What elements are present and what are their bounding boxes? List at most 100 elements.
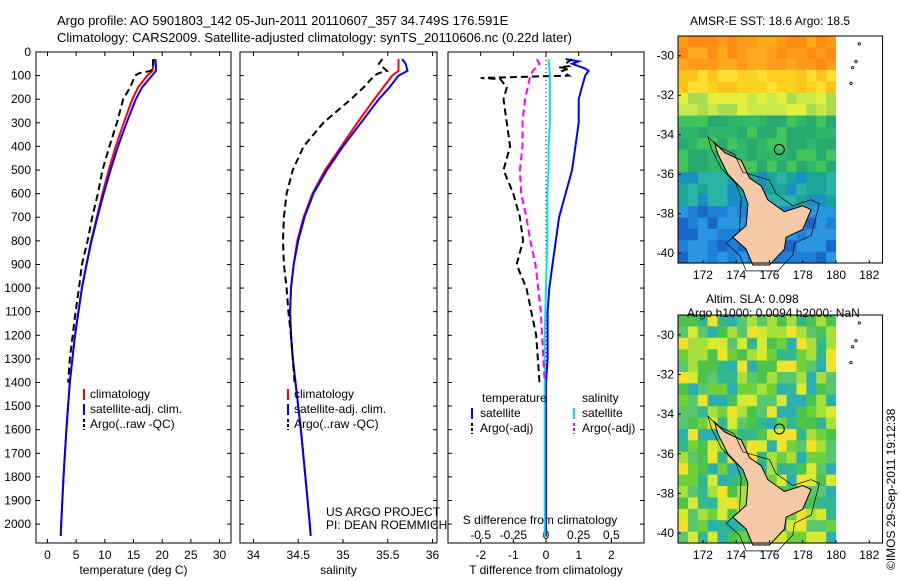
map1-cell	[757, 81, 768, 94]
map2-cell	[687, 429, 699, 441]
map1-cell	[697, 138, 709, 150]
map-lat-tick-label: -30	[657, 328, 675, 342]
map1-cell	[796, 172, 807, 185]
map2-cell	[816, 383, 827, 396]
map2-cell	[826, 429, 837, 441]
map1-cell	[717, 92, 728, 105]
map1-cell	[727, 58, 738, 71]
map2-cell	[826, 474, 837, 487]
map1-cell	[747, 36, 758, 48]
map1-cell	[826, 47, 837, 60]
map2-cell	[806, 406, 817, 419]
map1-cell	[697, 228, 709, 241]
map1-cell	[796, 47, 807, 60]
map1-cell	[766, 138, 778, 150]
map2-cell	[697, 315, 709, 327]
series-line-climatology	[59, 58, 156, 536]
map1-cell	[697, 36, 709, 48]
map2-cell	[717, 463, 728, 476]
x-tick-label: -1	[508, 548, 519, 562]
map1-cell	[717, 172, 728, 185]
map2-cell	[776, 383, 788, 396]
map2-cell	[697, 394, 709, 407]
map-lat-tick-label: -36	[657, 167, 675, 181]
map1-cell	[687, 138, 699, 150]
map2-cell	[687, 326, 699, 339]
map1-cell	[766, 104, 778, 116]
map1-cell	[816, 126, 827, 139]
map2-cell	[757, 440, 768, 453]
map2-cell	[697, 417, 709, 430]
map2-cell	[687, 417, 699, 430]
map2-cell	[727, 474, 738, 487]
map2-cell	[707, 440, 719, 453]
map1-cell	[737, 47, 748, 60]
map1-cell	[816, 58, 827, 71]
map1-cell	[796, 194, 807, 207]
map1-cell	[707, 58, 719, 71]
map2-cell	[687, 406, 699, 419]
map1-cell	[826, 36, 837, 48]
depth-tick-label: 1200	[4, 328, 31, 342]
map1-cell	[766, 194, 778, 207]
map2-cell	[806, 451, 817, 464]
legend-label-sat_s: satellite	[582, 406, 623, 420]
x-axis-label: temperature (deg C)	[79, 563, 187, 577]
depth-tick-label: 800	[11, 234, 31, 248]
map1-cell	[806, 240, 817, 253]
x-top-tick-label: -0.5	[470, 528, 491, 542]
map-lon-tick-label: 172	[693, 548, 713, 562]
map2-cell	[727, 463, 738, 476]
depth-tick-label: 1300	[4, 352, 31, 366]
map-lon-tick-label: 182	[859, 548, 879, 562]
map2-cell	[826, 315, 837, 327]
legend-label-climatology: climatology	[90, 387, 150, 401]
map1-cell	[717, 183, 728, 196]
map1-cell	[806, 58, 817, 71]
map2-cell	[678, 531, 689, 544]
map1-cell	[816, 206, 827, 219]
map2-cell	[796, 508, 807, 521]
map1-cell	[707, 36, 719, 48]
map1-cell	[678, 92, 689, 105]
map1-island	[854, 60, 858, 64]
series-line-sat_s	[543, 59, 551, 536]
map1-cell	[747, 47, 758, 60]
map2-cell	[678, 486, 689, 498]
map2-cell	[717, 349, 728, 362]
map1-cell	[796, 149, 807, 162]
x-tick-label: 20	[155, 548, 169, 562]
map1-cell	[757, 149, 768, 162]
map1-cell	[678, 194, 689, 207]
map1-frame	[677, 35, 884, 264]
map2-cell	[707, 383, 719, 396]
map2-cell	[757, 383, 768, 396]
map2-cell	[737, 360, 748, 373]
map-lat-tick-label: -30	[657, 49, 675, 63]
map1-cell	[806, 149, 817, 162]
map2-cell	[786, 383, 798, 396]
map2-cell	[717, 383, 728, 396]
map2-cell	[717, 360, 728, 373]
depth-tick-label: 300	[11, 116, 31, 130]
map1-cell	[796, 138, 807, 150]
map1-cell	[826, 240, 837, 253]
map2-cell	[816, 406, 827, 419]
map1-cell	[806, 115, 817, 128]
map1-cell	[757, 160, 768, 173]
map1-cell	[687, 36, 699, 48]
map2-cell	[678, 520, 689, 533]
map1-cell	[687, 92, 699, 105]
map-lat-tick-label: -32	[657, 88, 675, 102]
map1-cell	[747, 149, 758, 162]
map1-cell	[697, 240, 709, 253]
map2-cell	[757, 337, 768, 350]
depth-tick-label: 1700	[4, 446, 31, 460]
map1-cell	[786, 149, 798, 162]
map2-cell	[776, 474, 788, 487]
map-lon-tick-label: 176	[759, 268, 779, 282]
map2-cell	[707, 349, 719, 362]
map1-cell	[697, 172, 709, 185]
map2-cell	[796, 440, 807, 453]
map2-cell	[678, 463, 689, 476]
